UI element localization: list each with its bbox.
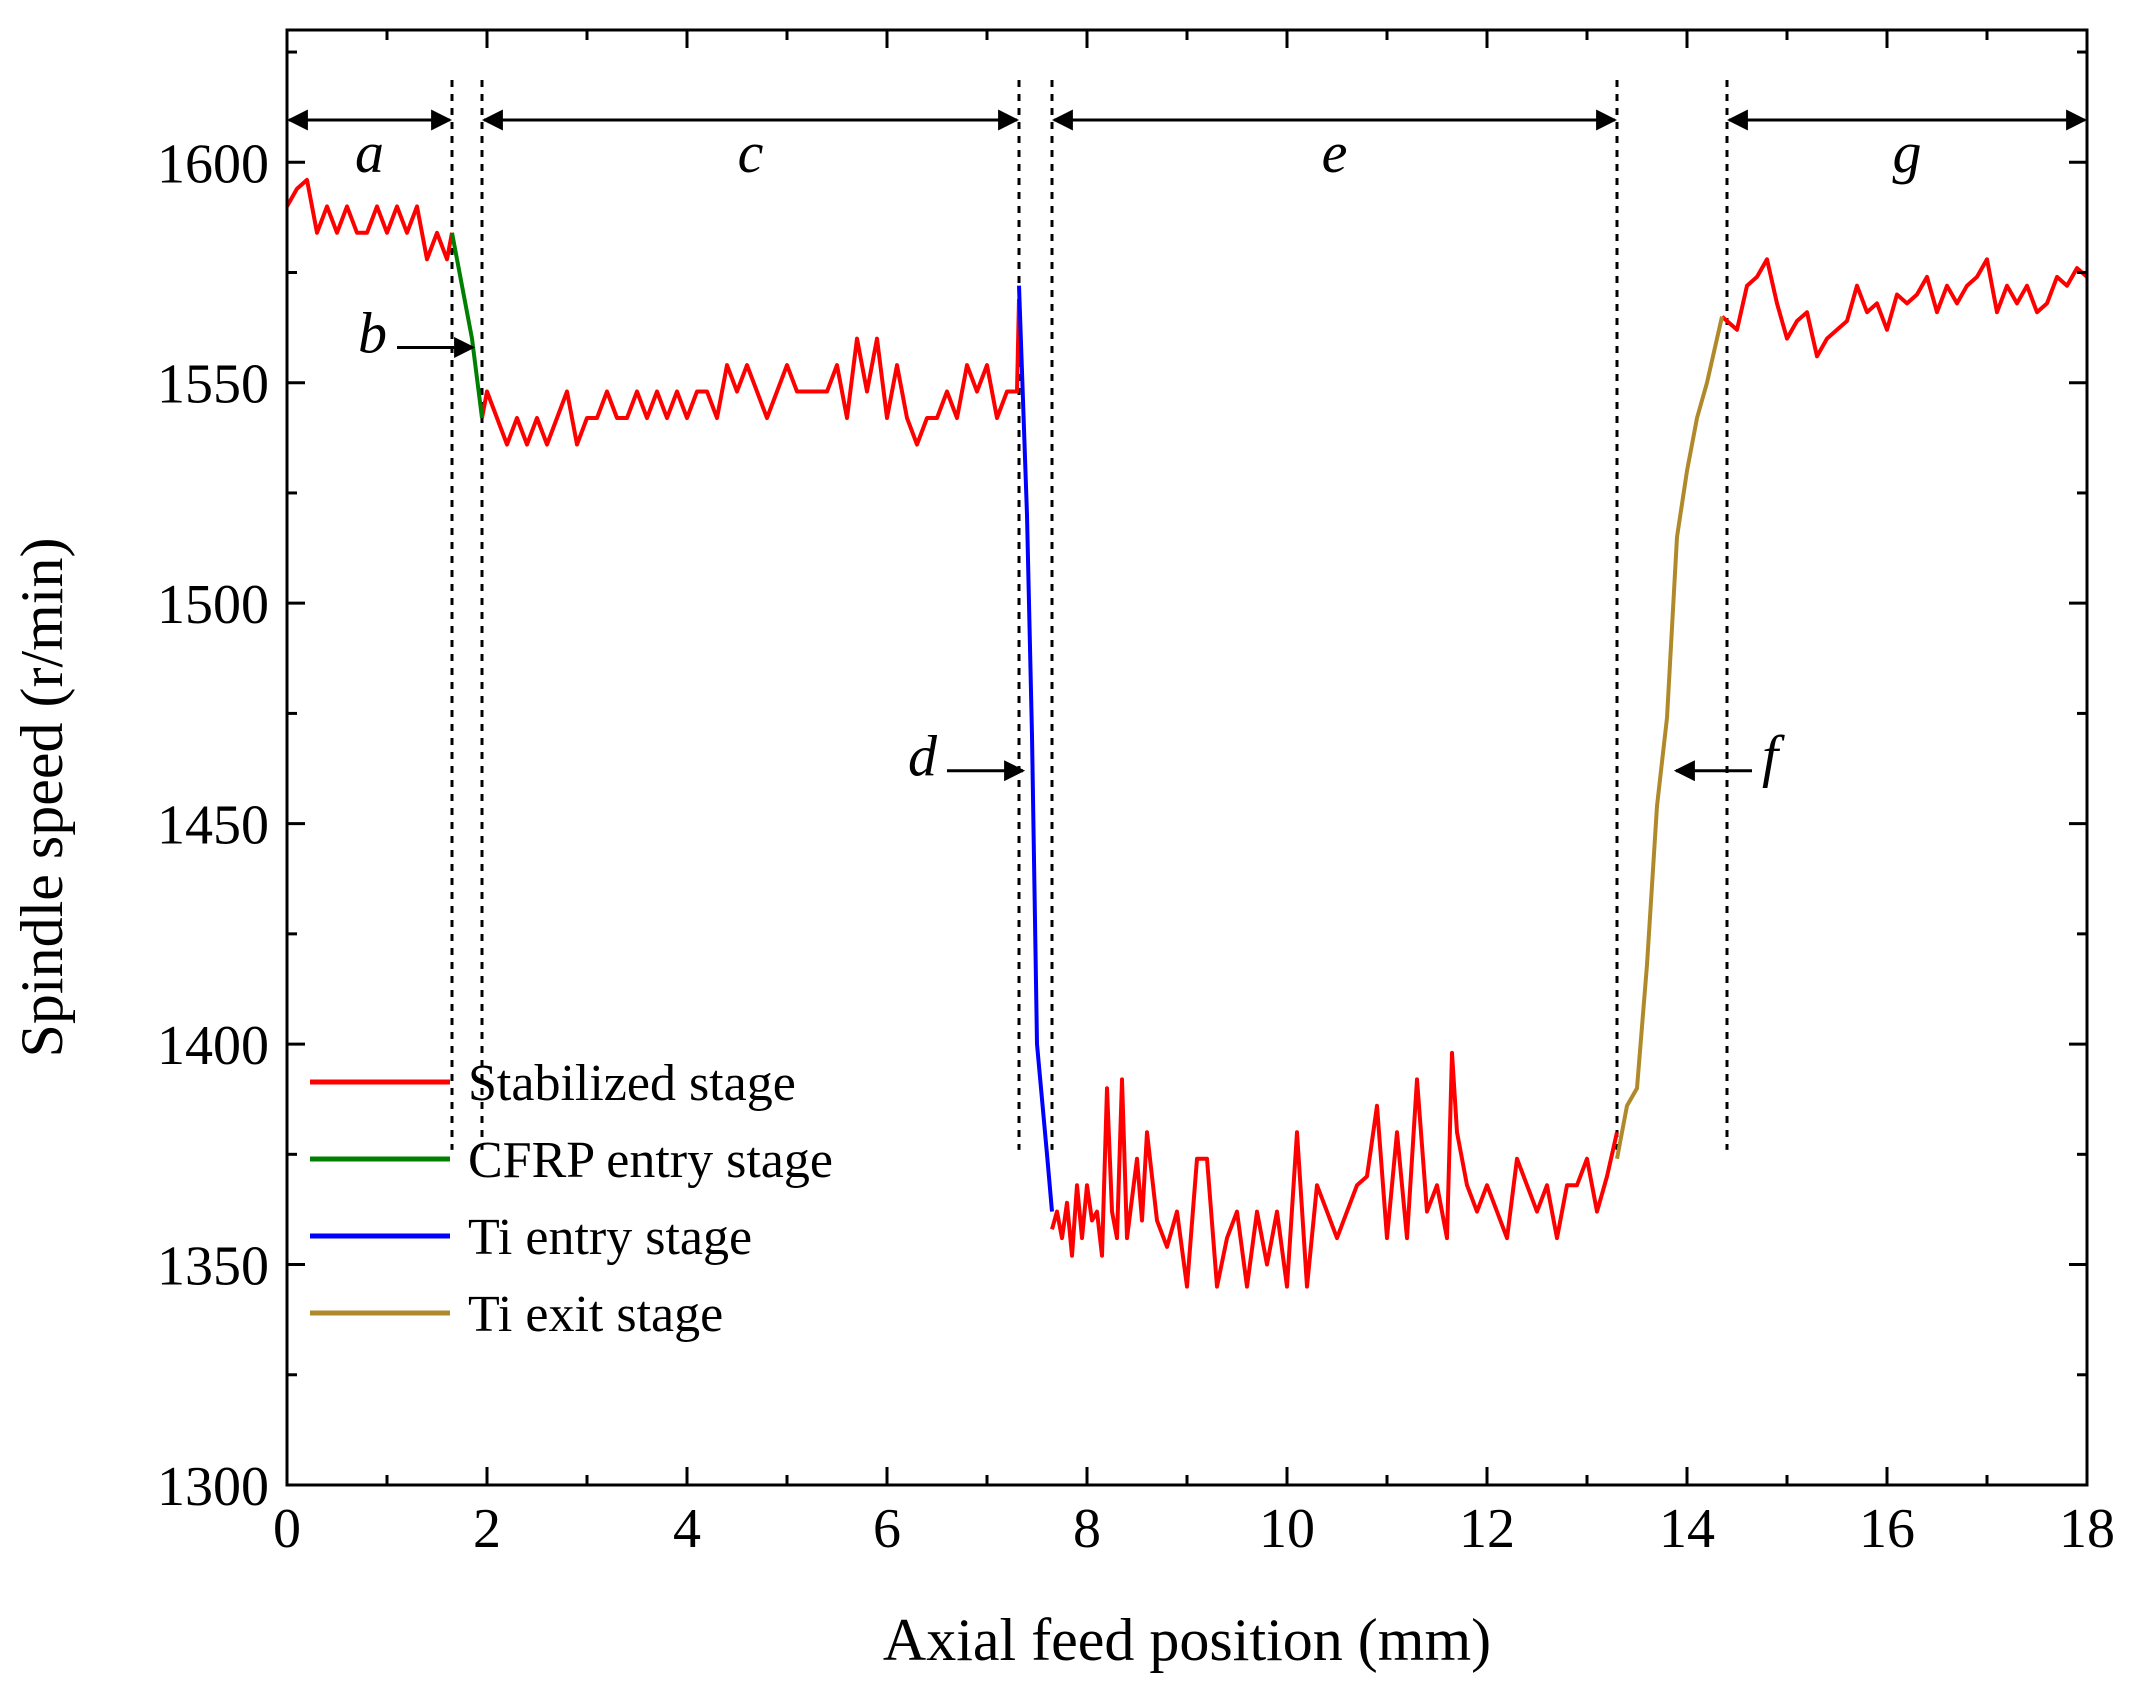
stage-boundaries [450,80,1729,1150]
stage-label-d: d [908,724,938,789]
series-line-cfrp-entry-stage [450,232,484,419]
y-tick-label: 1350 [157,1236,269,1298]
x-tick-label: 6 [873,1498,901,1560]
series-line-ti-exit-stage [1615,316,1724,1160]
stage-label-a: a [355,120,384,185]
x-tick-label: 2 [473,1498,501,1560]
stage-label-b: b [358,300,387,365]
legend-label: Stabilized stage [468,1055,796,1112]
legend-label: Ti exit stage [468,1286,723,1343]
y-axis-title: Spindle speed (r/min) [9,538,75,1058]
x-tick-label: 12 [1459,1498,1515,1560]
stage-label-f: f [1762,724,1785,789]
y-tick-label: 1600 [157,133,269,195]
x-tick-label: 10 [1259,1498,1315,1560]
x-tick-label: 14 [1659,1498,1715,1560]
x-tick-label: 18 [2059,1498,2115,1560]
stage-label-g: g [1893,120,1922,185]
y-tick-label: 1400 [157,1015,269,1077]
x-tick-label: 4 [673,1498,701,1560]
stage-annotations: a b c d e f g [355,120,1922,789]
legend: Stabilized stage CFRP entry stage Ti entry… [310,1055,833,1343]
legend-label: Ti entry stage [468,1209,752,1266]
y-tick-label: 1300 [157,1456,269,1518]
stage-label-e: e [1322,120,1348,185]
x-axis-title: Axial feed position (mm) [883,1607,1491,1673]
x-tick-label: 0 [273,1498,301,1560]
series-line-ti-entry-stage [1017,285,1054,1212]
series-line-stabilized-stage [480,298,1021,447]
x-tick-label: 16 [1859,1498,1915,1560]
stage-label-c: c [738,120,764,185]
data-series [285,177,2089,1289]
series-line-stabilized-stage [1050,1050,1619,1289]
legend-label: CFRP entry stage [468,1132,833,1189]
x-tick-label: 8 [1073,1498,1101,1560]
y-tick-label: 1550 [157,354,269,416]
y-tick-label: 1500 [157,574,269,636]
y-tick-label: 1450 [157,795,269,857]
axes: 0 2 4 6 8 10 12 14 16 18 1300 1350 1400 1450 1500 1550 1… [157,28,2115,1560]
series-line-stabilized-stage [285,177,454,262]
series-line-stabilized-stage [1720,257,2089,359]
